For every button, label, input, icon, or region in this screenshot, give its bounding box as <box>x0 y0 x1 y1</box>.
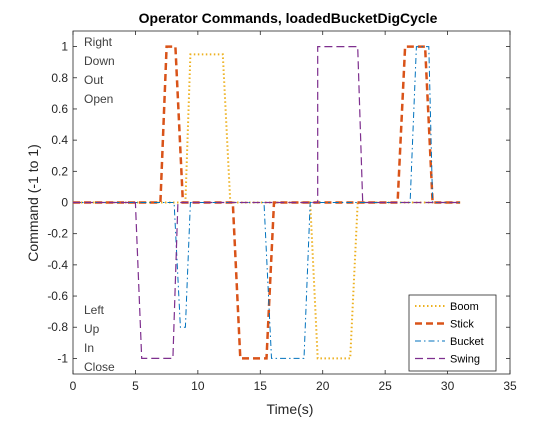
annotation-bottom-label: Left <box>84 303 105 317</box>
y-tick-label: 0.2 <box>51 164 68 178</box>
legend-label-boom: Boom <box>450 301 479 313</box>
legend-label-stick: Stick <box>450 319 474 331</box>
annotation-top-label: Open <box>84 92 113 106</box>
y-tick-label: 0.4 <box>51 133 68 147</box>
annotation-bottom-label: In <box>84 341 94 355</box>
x-tick-label: 5 <box>132 379 139 393</box>
annotation-bottom-label: Up <box>84 322 100 336</box>
x-tick-label: 0 <box>70 379 77 393</box>
y-tick-label: 0 <box>61 196 68 210</box>
legend-label-swing: Swing <box>450 354 480 366</box>
series-line-bucket <box>73 46 461 359</box>
annotation-top-label: Out <box>84 73 104 87</box>
annotation-top-label: Down <box>84 54 115 68</box>
x-axis-label: Time(s) <box>267 401 314 417</box>
series-line-swing <box>73 45 461 359</box>
y-tick-label: 0.6 <box>51 102 68 116</box>
y-tick-label: 1 <box>61 40 68 54</box>
x-tick-label: 25 <box>378 379 392 393</box>
x-tick-label: 20 <box>316 379 330 393</box>
y-tick-label: -1 <box>57 351 68 365</box>
y-tick-label: -0.2 <box>47 227 68 241</box>
y-tick-label: -0.6 <box>47 289 68 303</box>
chart-title: Operator Commands, loadedBucketDigCycle <box>139 10 438 26</box>
y-tick-label: 0.8 <box>51 71 68 85</box>
plot-area: 0 5 10 15 20 25 30 35 -1 -0.8 -0.6 -0.4 -0.2 0 0.2 0.4 0… <box>47 30 517 393</box>
legend-label-bucket: Bucket <box>450 336 484 348</box>
x-tick-label: 10 <box>191 379 205 393</box>
annotation-top-label: Right <box>84 35 113 49</box>
x-tick-label: 15 <box>254 379 268 393</box>
x-tick-label: 30 <box>441 379 455 393</box>
annotation-bottom-label: Close <box>84 360 115 374</box>
x-tick-label: 35 <box>503 379 517 393</box>
y-axis-label: Command (-1 to 1) <box>25 144 41 261</box>
y-tick-label: -0.8 <box>47 320 68 334</box>
y-tick-label: -0.4 <box>47 258 68 272</box>
legend-box <box>408 294 497 372</box>
